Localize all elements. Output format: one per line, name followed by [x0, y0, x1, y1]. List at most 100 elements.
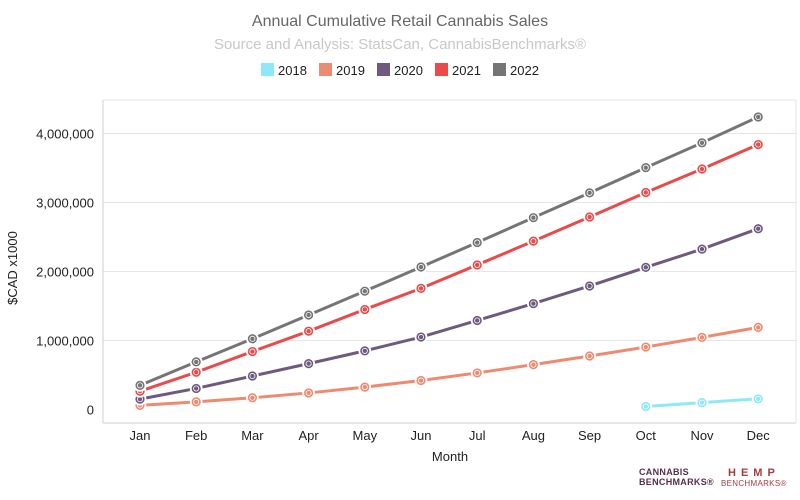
- series-line-2020: [139, 227, 759, 401]
- y-tick-label: 3,000,000: [36, 196, 94, 211]
- data-point-center: [193, 398, 200, 405]
- data-point-center: [305, 389, 312, 396]
- data-point-center: [586, 282, 593, 289]
- y-tick-label: 2,000,000: [36, 265, 94, 280]
- data-point-center: [755, 113, 762, 120]
- data-point-center: [249, 335, 256, 342]
- cb-logo-line1: CANNABIS: [639, 467, 689, 477]
- legend-swatch: [435, 63, 448, 76]
- data-point-center: [249, 373, 256, 380]
- data-point-center: [417, 334, 424, 341]
- data-point-center: [699, 246, 706, 253]
- series-points: [133, 110, 765, 413]
- series-line-2019: [139, 325, 759, 407]
- chart-title: Annual Cumulative Retail Cannabis Sales: [252, 13, 548, 30]
- data-point-center: [474, 369, 481, 376]
- data-point-center: [249, 348, 256, 355]
- cb-logo-line2: BENCHMARKS®: [639, 477, 714, 487]
- data-point-center: [586, 353, 593, 360]
- data-point-center: [642, 264, 649, 271]
- chart-subtitle: Source and Analysis: StatsCan, CannabisB…: [214, 36, 586, 53]
- hemp-benchmarks-logo: HEMP BENCHMARKS®: [721, 467, 787, 488]
- data-point-center: [193, 369, 200, 376]
- data-point-center: [361, 347, 368, 354]
- data-point-center: [193, 385, 200, 392]
- legend-label: 2018: [278, 63, 307, 78]
- y-tick-label: 0: [87, 403, 94, 418]
- data-point-center: [755, 324, 762, 331]
- legend-item[interactable]: 2019: [319, 63, 365, 78]
- x-tick-label: Mar: [241, 428, 264, 443]
- legend-swatch: [493, 63, 506, 76]
- hemp-logo-line2: BENCHMARKS®: [721, 479, 787, 488]
- data-point-center: [193, 358, 200, 365]
- data-point-center: [755, 225, 762, 232]
- y-tick-label: 1,000,000: [36, 334, 94, 349]
- data-point-center: [699, 166, 706, 173]
- x-tick-label: Jul: [469, 428, 486, 443]
- data-point-center: [755, 141, 762, 148]
- legend-item[interactable]: 2021: [435, 63, 481, 78]
- legend-label: 2020: [394, 63, 423, 78]
- data-point-center: [361, 384, 368, 391]
- series-lines: [139, 115, 759, 409]
- cannabis-benchmarks-logo: CANNABIS BENCHMARKS®: [639, 467, 714, 487]
- data-point-center: [699, 139, 706, 146]
- legend-item[interactable]: 2018: [261, 63, 307, 78]
- x-axis-ticks: Jan Feb Mar Apr May Jun Jul Aug Sep Oct Nov Dec: [130, 428, 771, 443]
- data-point-center: [586, 189, 593, 196]
- legend-item[interactable]: 2020: [377, 63, 423, 78]
- data-point-center: [530, 238, 537, 245]
- x-axis-label: Month: [432, 449, 468, 464]
- legend-label: 2021: [452, 63, 481, 78]
- legend-label: 2019: [336, 63, 365, 78]
- data-point-center: [361, 288, 368, 295]
- x-tick-label: Oct: [636, 428, 657, 443]
- data-point-center: [699, 399, 706, 406]
- data-point-center: [530, 214, 537, 221]
- data-point-center: [642, 189, 649, 196]
- series-line-2021: [139, 143, 759, 393]
- x-tick-label: Nov: [690, 428, 714, 443]
- gridlines: [102, 99, 797, 424]
- y-axis-ticks: 0 1,000,000 2,000,000 3,000,000 4,000,000: [36, 127, 94, 418]
- data-point-center: [530, 361, 537, 368]
- legend: 2018 2019 2020 2021 2022: [261, 63, 539, 78]
- data-point-center: [305, 360, 312, 367]
- data-point-center: [417, 285, 424, 292]
- data-point-center: [474, 317, 481, 324]
- series-line-2022: [139, 115, 759, 387]
- data-point-center: [361, 306, 368, 313]
- x-tick-label: Jan: [130, 428, 151, 443]
- data-point-center: [417, 377, 424, 384]
- data-point-center: [249, 394, 256, 401]
- legend-swatch: [377, 63, 390, 76]
- x-tick-label: Dec: [747, 428, 771, 443]
- data-point-center: [755, 395, 762, 402]
- legend-swatch: [319, 63, 332, 76]
- x-tick-label: Apr: [298, 428, 319, 443]
- data-point-center: [305, 311, 312, 318]
- data-point-center: [642, 403, 649, 410]
- x-tick-label: Aug: [522, 428, 545, 443]
- data-point-center: [136, 382, 143, 389]
- data-point-center: [642, 344, 649, 351]
- data-point-center: [474, 261, 481, 268]
- data-point-center: [642, 164, 649, 171]
- y-tick-label: 4,000,000: [36, 127, 94, 142]
- x-tick-label: May: [353, 428, 378, 443]
- x-tick-label: Sep: [578, 428, 601, 443]
- data-point-center: [586, 213, 593, 220]
- y-axis-label: $CAD x1000: [5, 231, 20, 305]
- data-point-center: [474, 239, 481, 246]
- data-point-center: [417, 264, 424, 271]
- legend-label: 2022: [510, 63, 539, 78]
- legend-item[interactable]: 2022: [493, 63, 539, 78]
- x-tick-label: Jun: [411, 428, 432, 443]
- hemp-logo-line1: HEMP: [728, 467, 780, 479]
- data-point-center: [305, 328, 312, 335]
- data-point-center: [530, 300, 537, 307]
- data-point-center: [699, 334, 706, 341]
